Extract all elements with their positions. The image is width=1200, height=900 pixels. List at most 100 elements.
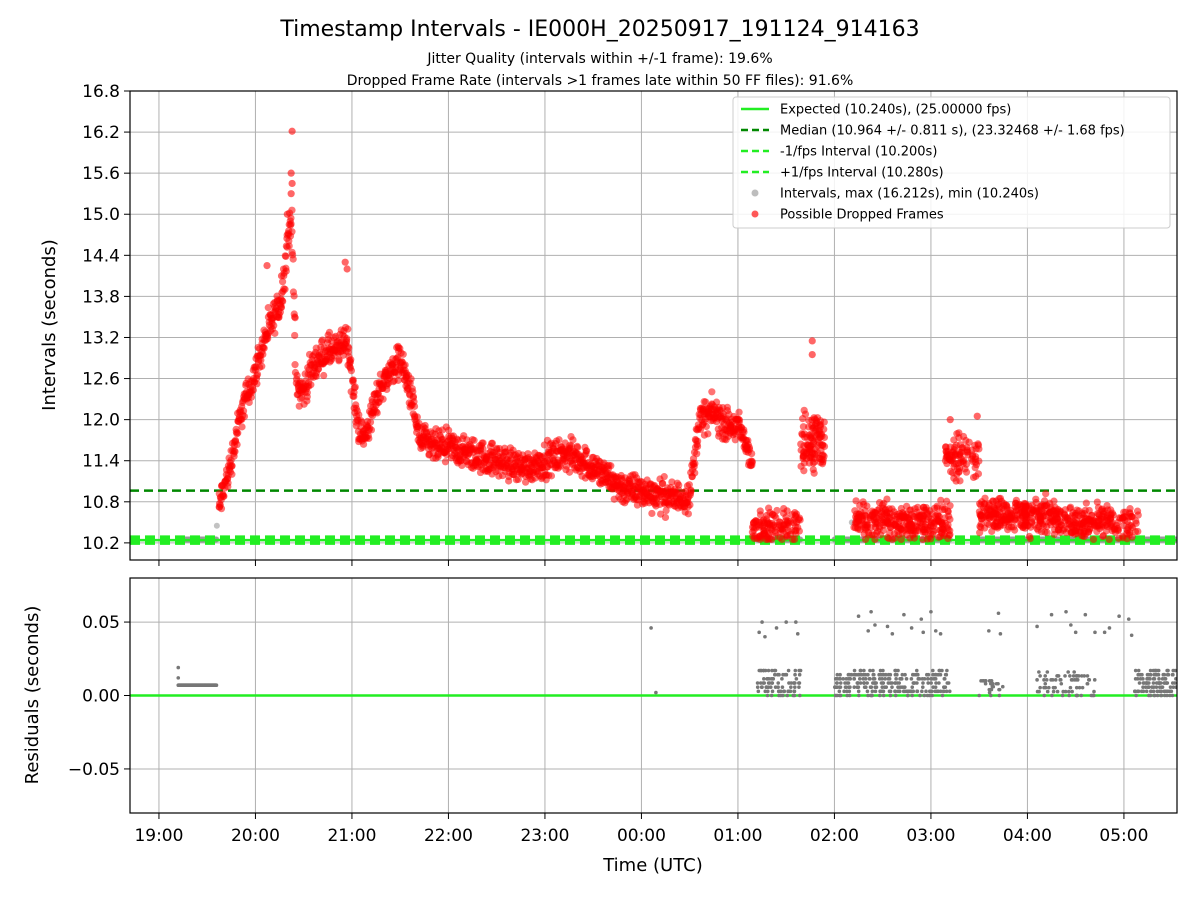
x-tick-label: 01:00 [713,826,762,846]
residual-point [767,677,771,681]
residual-point [1170,693,1175,698]
residual-point [947,689,952,694]
residual-point [915,681,919,685]
dropped-frame-point [883,533,892,542]
dropped-frame-point [271,329,279,337]
dropped-frame-point [962,436,970,445]
residual-point [979,679,983,683]
dropped-frame-point [975,508,984,516]
residual-point [176,676,181,680]
residual-point [1156,668,1161,673]
residual-point [1037,670,1041,674]
residual-point [934,681,938,685]
dropped-frame-point [458,461,466,470]
dropped-frame-point [505,477,513,485]
dropped-frame-point [1131,528,1140,536]
dropped-frame-point [1123,535,1131,543]
dropped-frame-point [410,402,419,410]
dropped-frame-point [1099,532,1107,540]
dropped-frame-point [756,507,764,515]
residual-point [873,689,878,694]
residual-point [866,693,870,698]
dropped-frame-point [373,409,381,417]
residual-point [931,668,935,673]
residual-point [837,689,842,694]
y-tick-label: 0.00 [82,687,120,707]
residual-point [852,677,857,681]
residual-point [1069,623,1073,627]
dropped-frame-point [1047,521,1055,529]
residual-point [862,681,866,685]
residual-point [835,693,839,698]
dropped-frame-point [290,292,298,300]
residual-point [856,689,861,694]
dropped-frame-point [920,525,928,534]
residual-point [880,685,885,689]
dropped-frame-point [660,473,668,481]
dropped-frame-point [1066,504,1074,512]
dropped-frame-point [958,443,967,452]
residual-point [1142,681,1146,685]
residual-point [903,685,907,689]
dropped-frame-point [1123,526,1131,534]
dropped-frame-point [279,297,287,305]
residual-point [997,687,1002,692]
residual-point [1083,612,1088,617]
residual-point [794,677,799,681]
legend-label: +1/fps Interval (10.280s) [780,166,944,181]
residual-point [874,685,879,689]
residual-point [1066,670,1070,674]
dropped-frame-point [968,455,976,463]
dropped-frame-point [565,468,574,476]
residual-point [937,681,941,685]
dropped-frame-point [355,411,363,419]
dropped-frame-point [258,362,266,370]
residual-point [989,693,993,698]
residual-point [1035,624,1039,629]
residual-point [1055,689,1060,694]
dropped-frame-point [264,304,272,312]
residual-point [858,681,863,685]
residual-point [915,672,920,677]
residual-point [880,677,884,681]
residual-point [777,672,781,677]
dropped-frame-point [288,228,296,236]
dropped-frame-point [943,497,951,505]
residual-point [867,677,872,681]
dropped-frame-point [547,472,556,480]
dropped-frame-point [1047,503,1055,511]
x-tick-label: 03:00 [906,826,955,846]
residual-point [1075,678,1080,682]
dropped-frame-point [445,426,453,434]
dropped-frame-point [349,376,357,384]
dropped-frame-point [288,206,296,214]
residual-point [793,668,798,673]
residual-point [784,672,789,677]
residual-point [931,672,935,677]
dropped-frame-point [282,267,290,275]
residual-point [983,681,988,686]
dropped-frame-point [814,435,822,444]
residual-point [869,693,874,698]
residual-point [914,668,919,673]
x-tick-label: 05:00 [1099,826,1148,846]
residual-point [941,689,946,694]
residual-point [890,681,894,685]
dropped-frame-point [907,520,916,528]
dropped-frame-point [289,255,297,263]
residual-point [1058,678,1063,682]
dropped-frame-point [800,467,808,475]
dropped-frame-point [307,381,315,389]
dropped-frame-point [1060,524,1068,533]
dropped-frame-point [740,428,748,436]
residual-point [998,632,1003,636]
dropped-frame-point [933,502,941,510]
dropped-frame-point [287,190,295,198]
residual-point [997,693,1002,698]
residual-point [883,677,887,681]
dropped-frame-point [691,459,699,468]
residual-point [768,685,773,689]
residual-point [893,693,898,698]
dropped-frame-point [293,371,301,380]
dropped-frame-point [1068,522,1076,531]
